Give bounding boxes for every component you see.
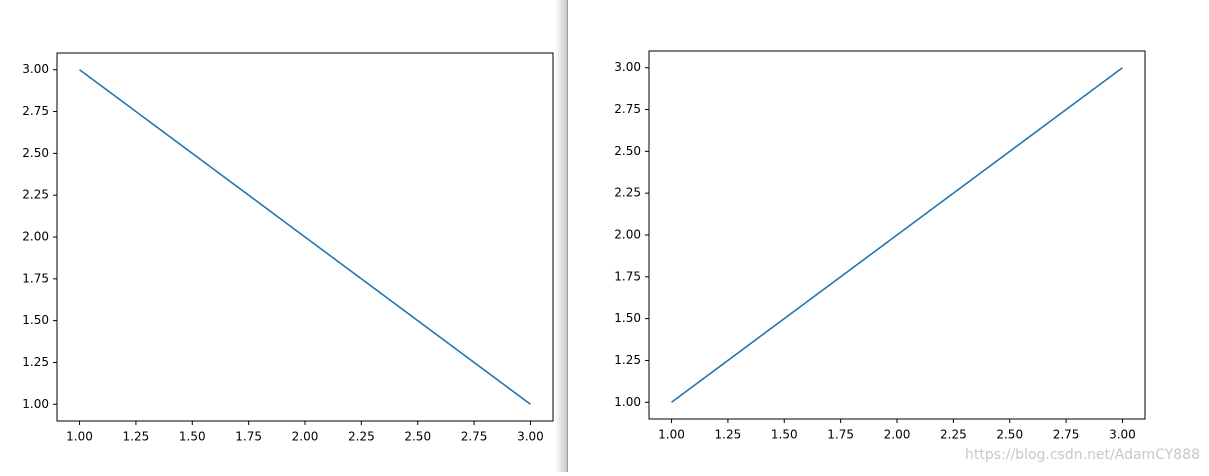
y-tick-label: 1.00 (22, 397, 49, 411)
x-tick-label: 1.00 (658, 428, 685, 442)
y-tick-label: 3.00 (22, 62, 49, 76)
window-shadow (555, 0, 567, 472)
x-tick-label: 2.25 (348, 430, 375, 444)
x-tick-label: 2.75 (1053, 428, 1080, 442)
y-tick-label: 2.50 (22, 146, 49, 160)
y-tick-label: 2.00 (22, 230, 49, 244)
y-tick-label: 1.25 (22, 355, 49, 369)
y-tick-label: 1.50 (614, 311, 641, 325)
y-tick-label: 1.00 (614, 395, 641, 409)
x-tick-label: 2.75 (461, 430, 488, 444)
x-tick-label: 1.75 (235, 430, 262, 444)
y-tick-label: 2.75 (614, 102, 641, 116)
x-tick-label: 1.00 (66, 430, 93, 444)
x-tick-label: 2.00 (884, 428, 911, 442)
x-tick-label: 1.25 (715, 428, 742, 442)
x-tick-label: 2.50 (996, 428, 1023, 442)
x-tick-label: 1.25 (123, 430, 150, 444)
y-tick-label: 3.00 (614, 60, 641, 74)
y-tick-label: 2.25 (22, 188, 49, 202)
x-tick-label: 1.50 (179, 430, 206, 444)
x-tick-label: 2.00 (292, 430, 319, 444)
y-tick-label: 1.25 (614, 353, 641, 367)
y-tick-label: 2.25 (614, 186, 641, 200)
data-line (671, 67, 1123, 403)
y-tick-label: 2.50 (614, 144, 641, 158)
y-tick-label: 1.50 (22, 313, 49, 327)
x-tick-label: 3.00 (517, 430, 544, 444)
x-tick-label: 3.00 (1109, 428, 1136, 442)
x-tick-label: 1.50 (771, 428, 798, 442)
y-tick-label: 1.75 (614, 269, 641, 283)
y-tick-label: 1.75 (22, 271, 49, 285)
x-tick-label: 2.25 (940, 428, 967, 442)
x-tick-label: 1.75 (827, 428, 854, 442)
data-line (79, 69, 531, 405)
y-tick-label: 2.00 (614, 228, 641, 242)
y-tick-label: 2.75 (22, 104, 49, 118)
x-tick-label: 2.50 (404, 430, 431, 444)
watermark: https://blog.csdn.net/AdamCY888 (965, 447, 1200, 463)
